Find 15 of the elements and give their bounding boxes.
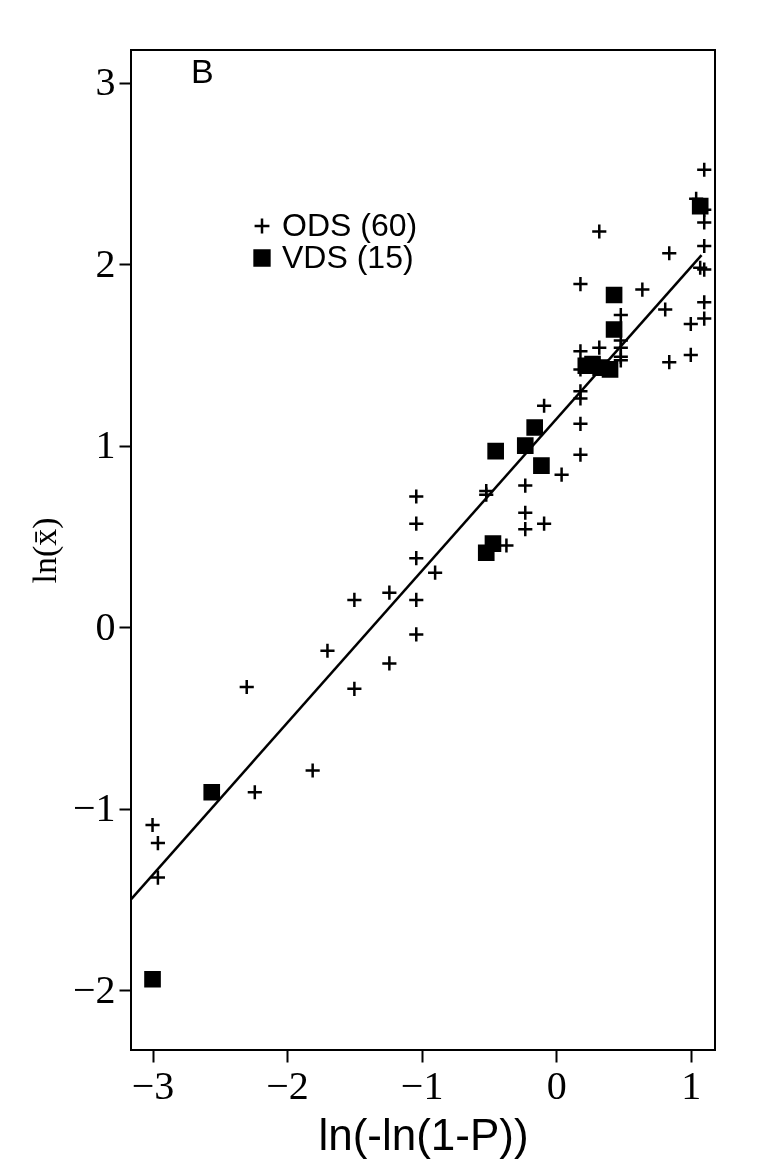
y-tick-label: 0: [95, 603, 116, 649]
y-tick-label: −2: [72, 966, 116, 1012]
x-tick-label: −3: [131, 1062, 175, 1108]
y-tick-label: 3: [95, 59, 116, 105]
x-tick-label: −2: [266, 1062, 309, 1108]
y-tick-label: 2: [95, 240, 116, 286]
y-axis-title: ln(x̄): [25, 517, 64, 584]
x-tick-label: 0: [546, 1062, 567, 1108]
x-tick-label: −1: [400, 1062, 444, 1108]
y-tick-label: −1: [72, 785, 116, 831]
annotation: B: [191, 52, 214, 90]
y-tick-label: 1: [95, 422, 116, 468]
legend-label: ODS (60): [282, 207, 418, 243]
x-tick-label: 1: [681, 1062, 702, 1108]
x-axis-title: ln(-ln(1-P)): [318, 1109, 529, 1159]
